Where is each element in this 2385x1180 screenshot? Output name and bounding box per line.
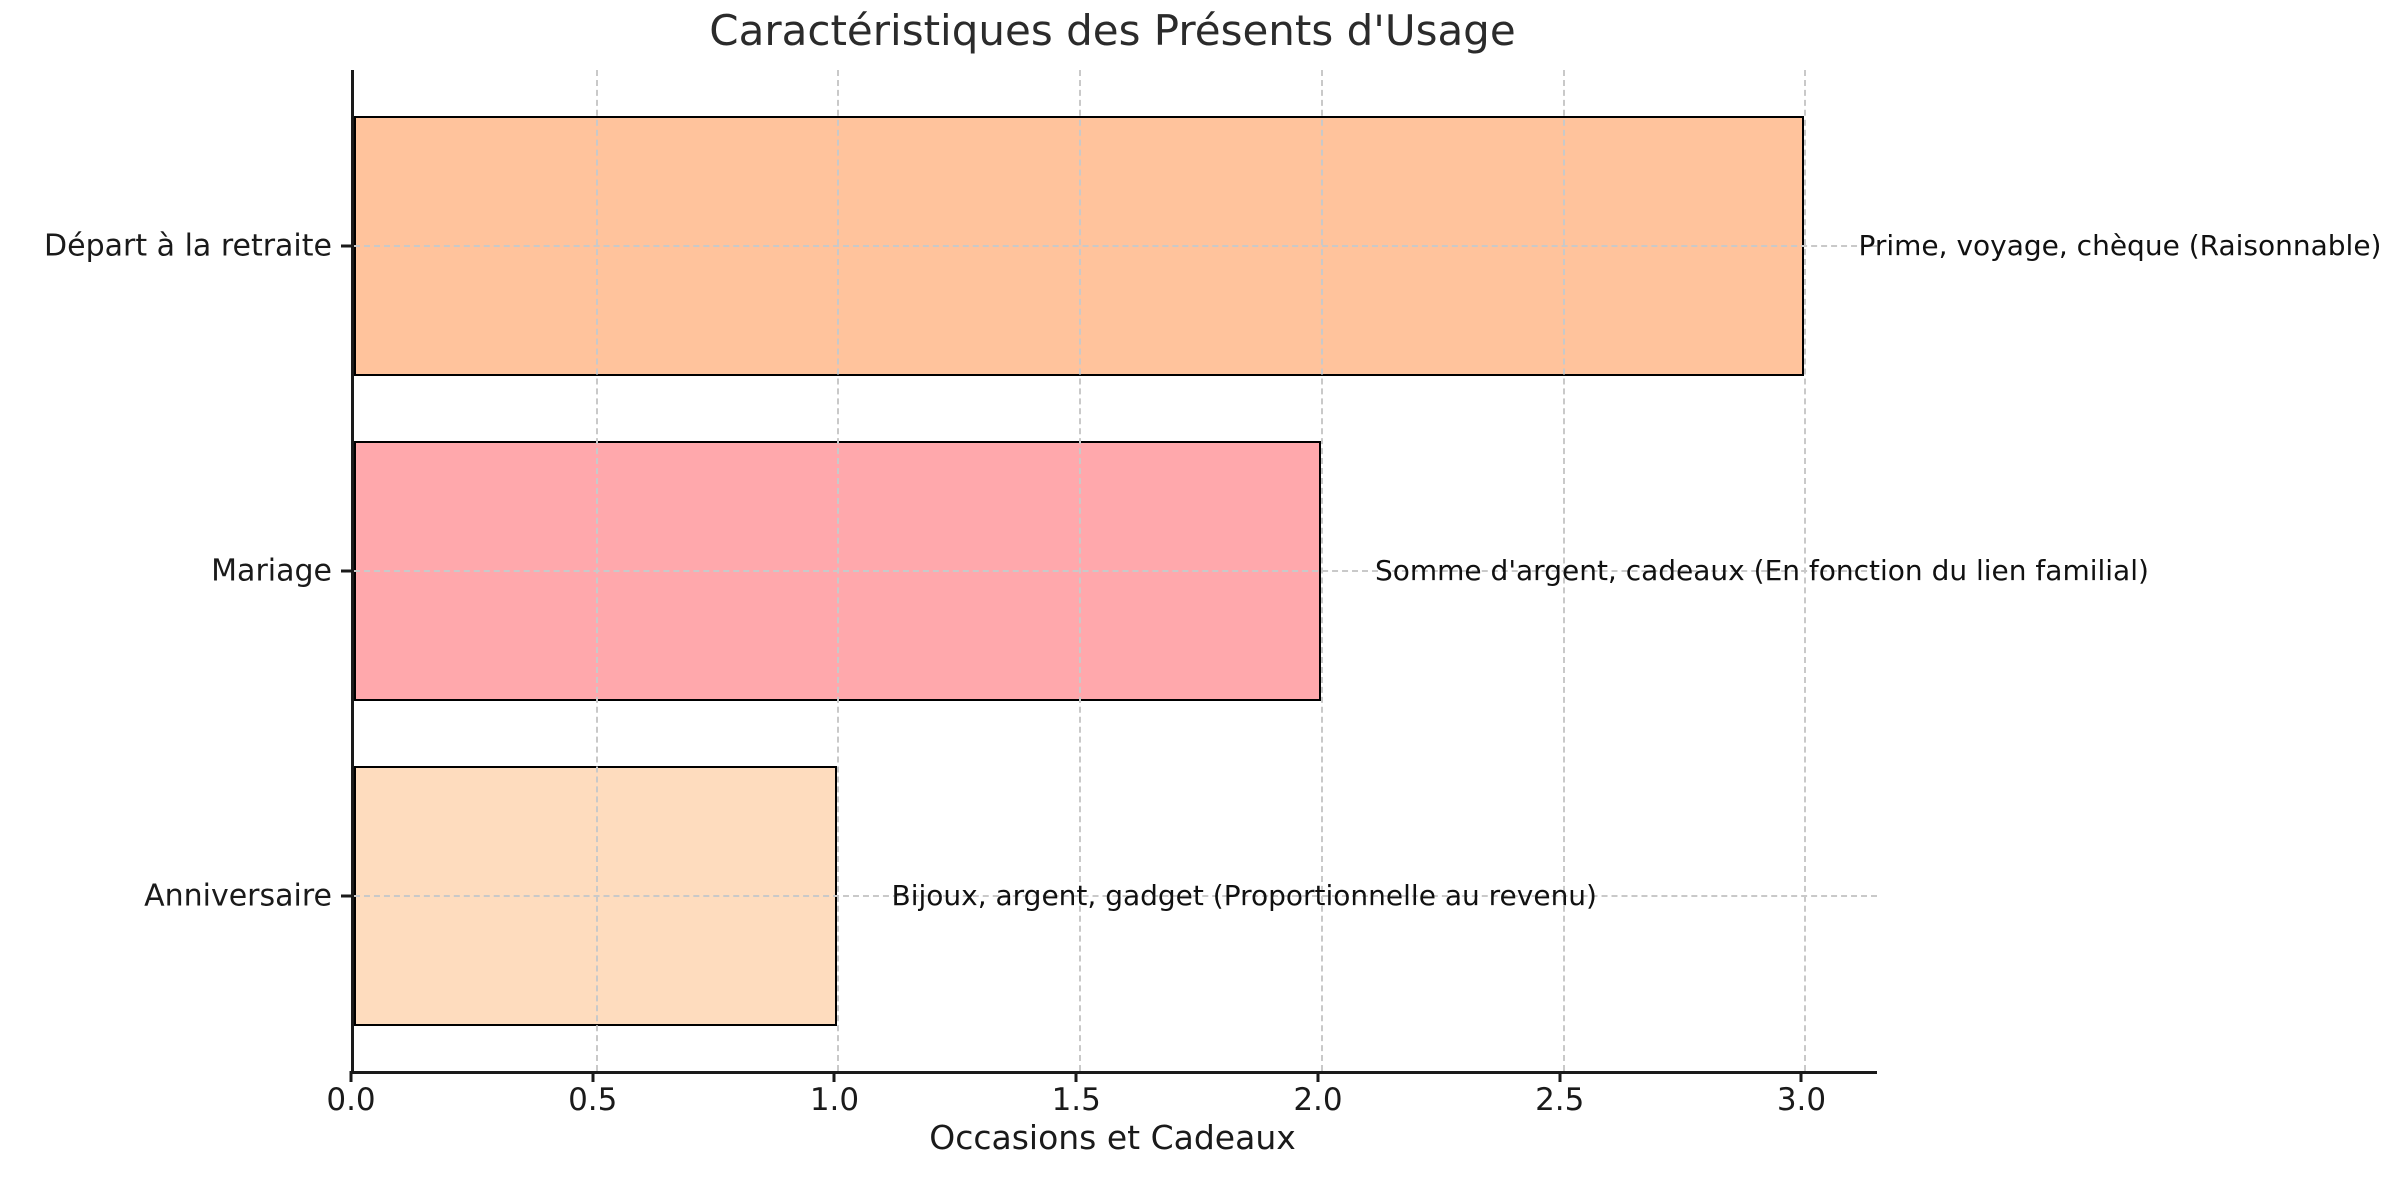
bar-annotation: Prime, voyage, chèque (Raisonnable) (1858, 228, 2382, 262)
x-tick-mark (349, 1071, 353, 1082)
y-tick-mark (341, 244, 351, 247)
y-tick-label: Départ à la retraite (44, 228, 332, 263)
x-tick-label: 0.5 (568, 1082, 618, 1118)
plot-area: Prime, voyage, chèque (Raisonnable) Somme… (351, 70, 2381, 1074)
y-tick-mark (341, 894, 351, 897)
x-axis-label: Occasions et Cadeaux (929, 1118, 1296, 1157)
x-tick-label: 1.5 (1051, 1082, 1101, 1118)
y-gridline (354, 244, 1877, 247)
x-tick-label: 2.0 (1293, 1082, 1343, 1118)
bar-annotation: Somme d'argent, cadeaux (En fonction du … (1374, 553, 2149, 587)
y-tick-label: Anniversaire (144, 878, 332, 913)
x-tick-label: 0.0 (326, 1082, 376, 1118)
x-tick-mark (1799, 1071, 1803, 1082)
y-gridline (354, 569, 1877, 572)
x-tick-label: 2.5 (1535, 1082, 1585, 1118)
x-tick-mark (591, 1071, 595, 1082)
x-tick-label: 1.0 (809, 1082, 860, 1118)
x-tick-mark (1558, 1071, 1562, 1082)
x-tick-mark (1316, 1071, 1320, 1082)
x-tick-mark (1074, 1071, 1078, 1082)
bar-annotation: Bijoux, argent, gadget (Proportionnelle … (891, 878, 1597, 912)
chart-title: Caractéristiques des Présents d'Usage (709, 6, 1516, 55)
y-tick-label: Mariage (211, 553, 332, 588)
y-tick-mark (341, 569, 351, 572)
x-tick-mark (832, 1071, 836, 1082)
x-tick-label: 3.0 (1776, 1082, 1827, 1118)
y-gridline (354, 894, 1877, 897)
